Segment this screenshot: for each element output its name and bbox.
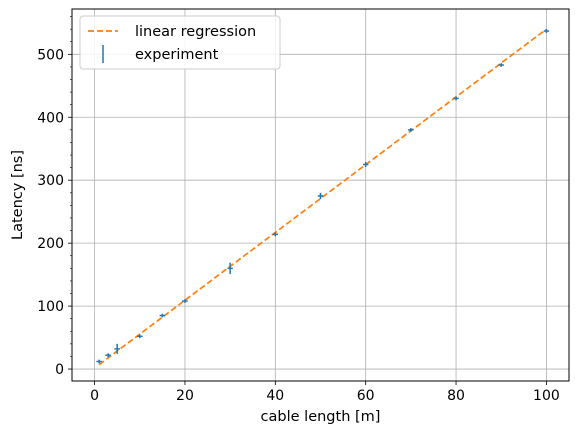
- data-point: [105, 353, 111, 358]
- data-point: [453, 96, 459, 101]
- legend-box: [79, 15, 281, 70]
- data-point: [498, 63, 504, 67]
- x-axis-label: cable length [m]: [261, 409, 381, 425]
- y-tick-label: 100: [37, 299, 64, 315]
- legend-line-label: linear regression: [135, 24, 256, 40]
- x-tick-label: 20: [176, 388, 194, 404]
- plot-frame: [71, 8, 570, 382]
- legend: linear regression experiment: [79, 15, 281, 70]
- data-layer: [96, 28, 550, 366]
- y-tick-label: 500: [37, 47, 64, 63]
- data-point: [227, 262, 233, 274]
- y-axis-label: Latency [ns]: [10, 150, 26, 240]
- legend-errorbar-label: experiment: [135, 47, 219, 63]
- data-point: [317, 192, 324, 200]
- x-tick-label: 0: [90, 388, 99, 404]
- x-tick-label: 80: [447, 388, 465, 404]
- data-point: [96, 359, 102, 364]
- data-point: [114, 343, 120, 354]
- grid: [72, 9, 569, 381]
- x-tick-label: 40: [266, 388, 284, 404]
- y-tick-label: 200: [37, 236, 64, 252]
- data-point: [159, 313, 166, 318]
- data-point: [182, 299, 188, 303]
- x-tick-label: 100: [533, 388, 560, 404]
- x-tick-label: 60: [357, 388, 375, 404]
- data-point: [362, 161, 369, 167]
- ticks: 0 20 40 60 80 100 0 100 200 300 400 500: [37, 16, 560, 404]
- regression-line: [98, 28, 547, 366]
- y-tick-label: 0: [55, 362, 64, 378]
- y-tick-label: 400: [37, 110, 64, 126]
- data-point: [272, 232, 279, 237]
- data-point: [408, 127, 414, 132]
- data-point: [543, 29, 550, 33]
- data-point: [137, 334, 143, 339]
- y-tick-label: 300: [37, 173, 64, 189]
